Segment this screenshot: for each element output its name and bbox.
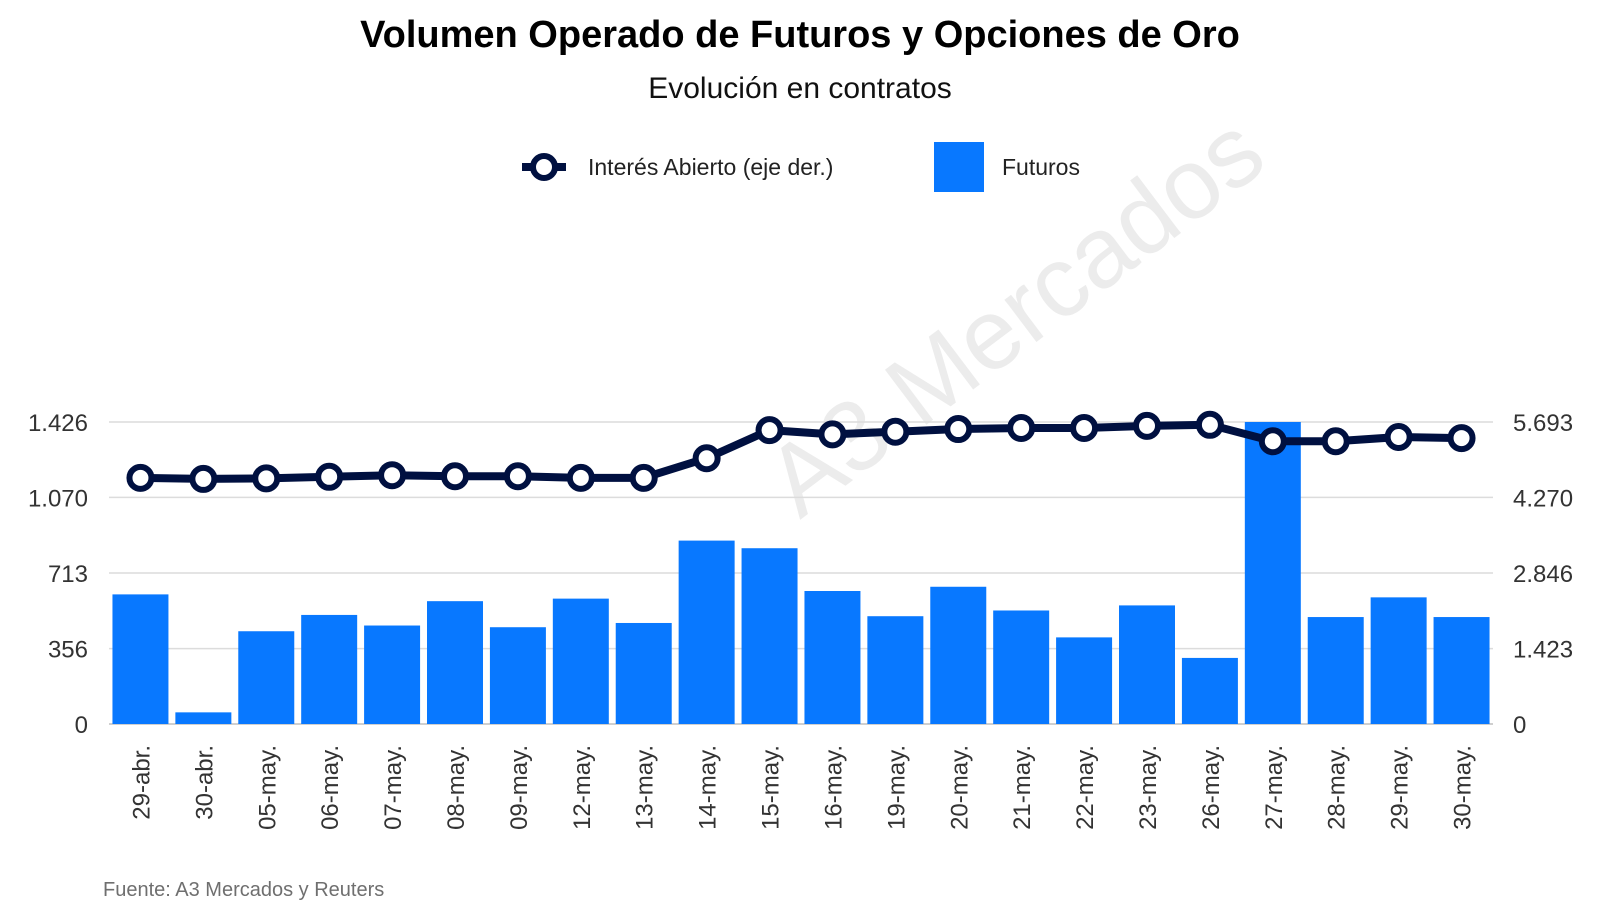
left-tick-label: 1.070 (28, 485, 88, 512)
line-point (1195, 410, 1224, 439)
line-point (126, 463, 155, 492)
left-tick-label: 1.426 (28, 410, 88, 437)
bar (804, 591, 861, 724)
line-point (944, 415, 973, 444)
bar (552, 598, 609, 724)
line-point (692, 444, 721, 473)
x-tick-label: 27-may. (1261, 745, 1288, 830)
legend-item-futuros[interactable]: Futuros (934, 142, 1080, 192)
x-tick-label: 15-may. (758, 745, 785, 830)
x-tick-label: 05-may. (254, 745, 281, 830)
line-path (136, 420, 1466, 483)
x-tick-label: 21-may. (1009, 745, 1036, 830)
bar (301, 614, 358, 724)
x-tick-label: 26-may. (1198, 745, 1225, 830)
line-point (1258, 427, 1287, 456)
x-tick-label: 28-may. (1324, 745, 1351, 830)
bar (867, 616, 924, 724)
right-tick-label: 2.846 (1513, 561, 1573, 588)
bar (427, 601, 483, 724)
line-point (566, 463, 595, 492)
right-tick-label: 0 (1513, 712, 1526, 739)
right-tick-label: 1.423 (1513, 637, 1573, 664)
x-tick-label: 23-may. (1135, 745, 1162, 830)
line-point (881, 417, 910, 446)
bar (1307, 617, 1364, 724)
x-tick-label: 19-may. (883, 745, 910, 830)
left-tick-label: 0 (75, 712, 88, 739)
bar (741, 548, 798, 724)
line-point (189, 464, 218, 493)
x-tick-label: 29-may. (1387, 745, 1414, 830)
left-axis: 0 356 713 1.070 1.426 (28, 410, 88, 739)
line-point (1070, 413, 1099, 442)
legend-item-interes-abierto[interactable]: Interés Abierto (eje der.) (522, 153, 833, 181)
line-point (755, 416, 784, 445)
chart-subtitle: Evolución en contratos (648, 72, 952, 105)
line-point (1447, 424, 1476, 453)
bar (678, 540, 735, 724)
line-point (378, 461, 407, 490)
bar (1056, 637, 1113, 724)
line-point (1007, 413, 1036, 442)
bar (1370, 597, 1427, 724)
x-tick-label: 06-may. (317, 745, 344, 830)
line-point (441, 462, 469, 491)
legend-label-futuros: Futuros (1002, 154, 1080, 180)
bar (112, 594, 169, 724)
x-tick-label: 12-may. (569, 745, 596, 830)
x-tick-label: 20-may. (946, 745, 973, 830)
left-tick-label: 713 (48, 561, 88, 588)
bar (1433, 617, 1490, 724)
bar-series (112, 422, 1490, 724)
legend-label-interes-abierto: Interés Abierto (eje der.) (588, 154, 833, 180)
x-tick-label: 08-may. (443, 745, 470, 830)
line-point (629, 463, 658, 492)
legend: Interés Abierto (eje der.) Futuros (522, 142, 1080, 192)
bar (1181, 657, 1238, 724)
x-tick-label: 30-abr. (191, 745, 218, 820)
x-tick-label: 29-abr. (128, 745, 155, 820)
bar (489, 627, 546, 724)
line-point (315, 462, 344, 491)
bar (993, 610, 1050, 724)
left-tick-label: 356 (48, 637, 88, 664)
bar (615, 622, 672, 724)
legend-swatch-futuros (934, 142, 984, 192)
x-axis: 29-abr. 30-abr. 05-may. 06-may. 07-may. 08-ma… (128, 745, 1476, 830)
line-point (1133, 411, 1161, 440)
line-point (1384, 423, 1413, 452)
right-tick-label: 4.270 (1513, 485, 1573, 512)
x-tick-label: 16-may. (820, 745, 847, 830)
bar (1244, 422, 1301, 724)
chart-title: Volumen Operado de Futuros y Opciones de… (360, 14, 1240, 56)
legend-point-marker (530, 153, 558, 181)
bar (364, 625, 421, 724)
x-tick-label: 22-may. (1072, 745, 1099, 830)
right-axis: 0 1.423 2.846 4.270 5.693 (1513, 410, 1573, 739)
source-note: Fuente: A3 Mercados y Reuters (103, 879, 384, 901)
bar (930, 586, 987, 724)
line-point (1321, 427, 1350, 456)
right-tick-label: 5.693 (1513, 410, 1573, 437)
line-point (252, 464, 281, 493)
bar (238, 631, 295, 724)
x-tick-label: 14-may. (695, 745, 722, 830)
line-series (126, 410, 1476, 493)
bar (1119, 605, 1175, 724)
x-tick-label: 09-may. (506, 745, 533, 830)
x-tick-label: 30-may. (1450, 745, 1477, 830)
x-tick-label: 13-may. (632, 745, 659, 830)
bar (175, 712, 232, 724)
line-point (818, 420, 847, 449)
line-point (503, 462, 532, 491)
x-tick-label: 07-may. (380, 745, 407, 830)
